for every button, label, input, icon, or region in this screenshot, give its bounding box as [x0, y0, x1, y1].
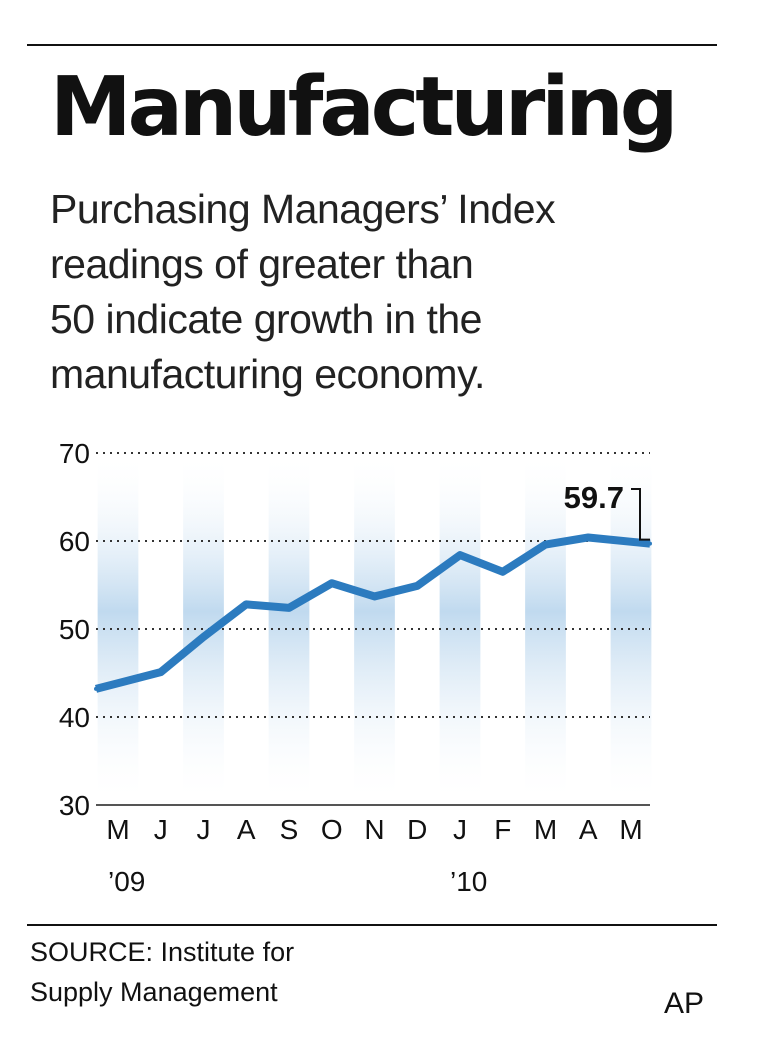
- y-axis-ticks: 30 40 50 60 70: [59, 438, 90, 821]
- source-line: SOURCE: Institute for: [30, 937, 295, 967]
- data-point: [500, 569, 505, 574]
- data-series: [94, 533, 652, 693]
- annotation-bracket: [631, 488, 650, 541]
- top-rule: [27, 44, 717, 46]
- x-tick-label: A: [237, 814, 256, 845]
- month-band: [610, 453, 652, 805]
- x-tick-label: J: [197, 814, 211, 845]
- data-point: [329, 581, 334, 586]
- x-tick-label: N: [364, 814, 384, 845]
- month-band: [268, 453, 310, 805]
- data-point: [201, 634, 206, 639]
- x-tick-label: O: [321, 814, 343, 845]
- x-tick-label: F: [494, 814, 511, 845]
- y-tick-label: 50: [59, 614, 90, 645]
- chart-subtitle: Purchasing Managers’ Index readings of g…: [50, 182, 690, 402]
- x-tick-label: J: [154, 814, 168, 845]
- year-label: ’10: [450, 866, 487, 897]
- x-tick-label: M: [106, 814, 129, 845]
- data-point: [287, 605, 291, 610]
- gridlines: [96, 452, 650, 806]
- data-point: [94, 686, 98, 691]
- data-point: [586, 535, 591, 540]
- subtitle-line: manufacturing economy.: [50, 351, 485, 397]
- annotation: 59.7: [564, 480, 650, 541]
- x-tick-label: A: [579, 814, 598, 845]
- data-point: [648, 541, 652, 546]
- month-band: [354, 453, 395, 805]
- bottom-rule: [27, 924, 717, 926]
- y-tick-label: 30: [59, 790, 90, 821]
- x-tick-label: J: [453, 814, 467, 845]
- subtitle-line: readings of greater than: [50, 241, 474, 287]
- x-tick-label: S: [280, 814, 299, 845]
- x-tick-label: D: [407, 814, 427, 845]
- y-tick-label: 60: [59, 526, 90, 557]
- annotation-label: 59.7: [564, 480, 624, 515]
- data-point: [244, 602, 249, 607]
- year-label: ’09: [108, 866, 145, 897]
- data-point: [372, 594, 377, 599]
- data-point: [543, 542, 548, 547]
- y-tick-label: 70: [59, 438, 90, 469]
- chart-title: Manufacturing: [50, 60, 678, 155]
- x-tick-label: M: [534, 814, 557, 845]
- y-tick-label: 40: [59, 702, 90, 733]
- year-labels: ’09 ’10: [108, 866, 487, 897]
- data-point: [415, 583, 420, 588]
- subtitle-line: Purchasing Managers’ Index: [50, 186, 556, 232]
- source-note: SOURCE: Institute for Supply Management: [30, 932, 294, 1012]
- x-tick-label: M: [619, 814, 642, 845]
- data-point: [158, 670, 163, 675]
- credit-label: AP: [664, 987, 705, 1020]
- source-line: Supply Management: [30, 977, 278, 1007]
- data-point: [458, 553, 462, 558]
- subtitle-line: 50 indicate growth in the: [50, 296, 482, 342]
